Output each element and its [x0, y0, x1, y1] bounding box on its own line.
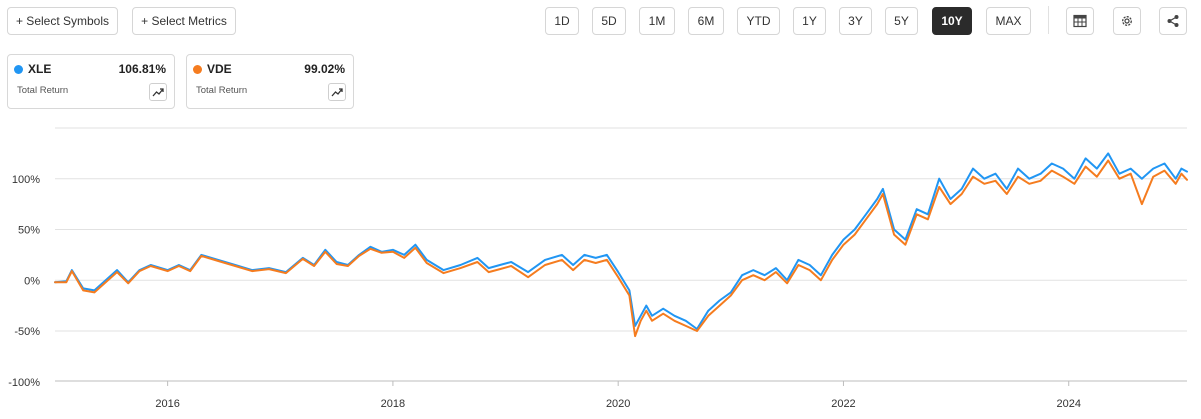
select-metrics-button[interactable]: + Select Metrics	[132, 7, 236, 35]
range-1d-button[interactable]: 1D	[545, 7, 579, 35]
series-line-vde	[54, 159, 1188, 338]
total-return-value: 106.81%	[118, 62, 166, 76]
trend-up-icon	[152, 88, 164, 97]
trend-up-icon	[331, 88, 343, 97]
x-tick-label: 2022	[831, 398, 855, 410]
series-color-dot	[193, 65, 202, 74]
total-return-chart[interactable]: 100% 50% 0% -50% -100% 2016 2018 2020 2022 2024	[0, 120, 1201, 419]
x-tick-label: 2016	[155, 398, 179, 410]
share-button[interactable]	[1159, 7, 1187, 35]
trend-chart-button[interactable]	[149, 83, 167, 101]
legend-card-xle[interactable]: XLE 106.81% Total Return	[7, 54, 175, 109]
table-icon	[1073, 14, 1087, 28]
range-max-button[interactable]: MAX	[986, 7, 1031, 35]
y-tick-label: 0%	[24, 275, 40, 287]
y-tick-label: 100%	[12, 174, 40, 186]
y-tick-label: -50%	[14, 326, 40, 338]
range-ytd-button[interactable]: YTD	[737, 7, 780, 35]
series-symbol: VDE	[207, 62, 232, 76]
range-5y-button[interactable]: 5Y	[885, 7, 918, 35]
x-tick-label: 2024	[1056, 398, 1080, 410]
total-return-value: 99.02%	[304, 62, 345, 76]
range-10y-button[interactable]: 10Y	[932, 7, 972, 35]
y-tick-label: 50%	[18, 225, 40, 237]
y-tick-label: -100%	[8, 377, 40, 389]
x-tick-label: 2020	[606, 398, 630, 410]
metric-label: Total Return	[196, 85, 248, 96]
range-1m-button[interactable]: 1M	[639, 7, 675, 35]
settings-button[interactable]	[1113, 7, 1141, 35]
table-view-button[interactable]	[1066, 7, 1094, 35]
trend-chart-button[interactable]	[328, 83, 346, 101]
range-6m-button[interactable]: 6M	[688, 7, 724, 35]
gear-icon	[1122, 16, 1132, 26]
series-color-dot	[14, 65, 23, 74]
x-tick-label: 2018	[381, 398, 405, 410]
share-icon	[1167, 15, 1179, 27]
range-1y-button[interactable]: 1Y	[793, 7, 826, 35]
select-symbols-button[interactable]: + Select Symbols	[7, 7, 118, 35]
metric-label: Total Return	[17, 85, 69, 96]
range-5d-button[interactable]: 5D	[592, 7, 626, 35]
range-3y-button[interactable]: 3Y	[839, 7, 872, 35]
legend-card-vde[interactable]: VDE 99.02% Total Return	[186, 54, 354, 109]
series-symbol: XLE	[28, 62, 52, 76]
toolbar-divider	[1048, 6, 1049, 34]
